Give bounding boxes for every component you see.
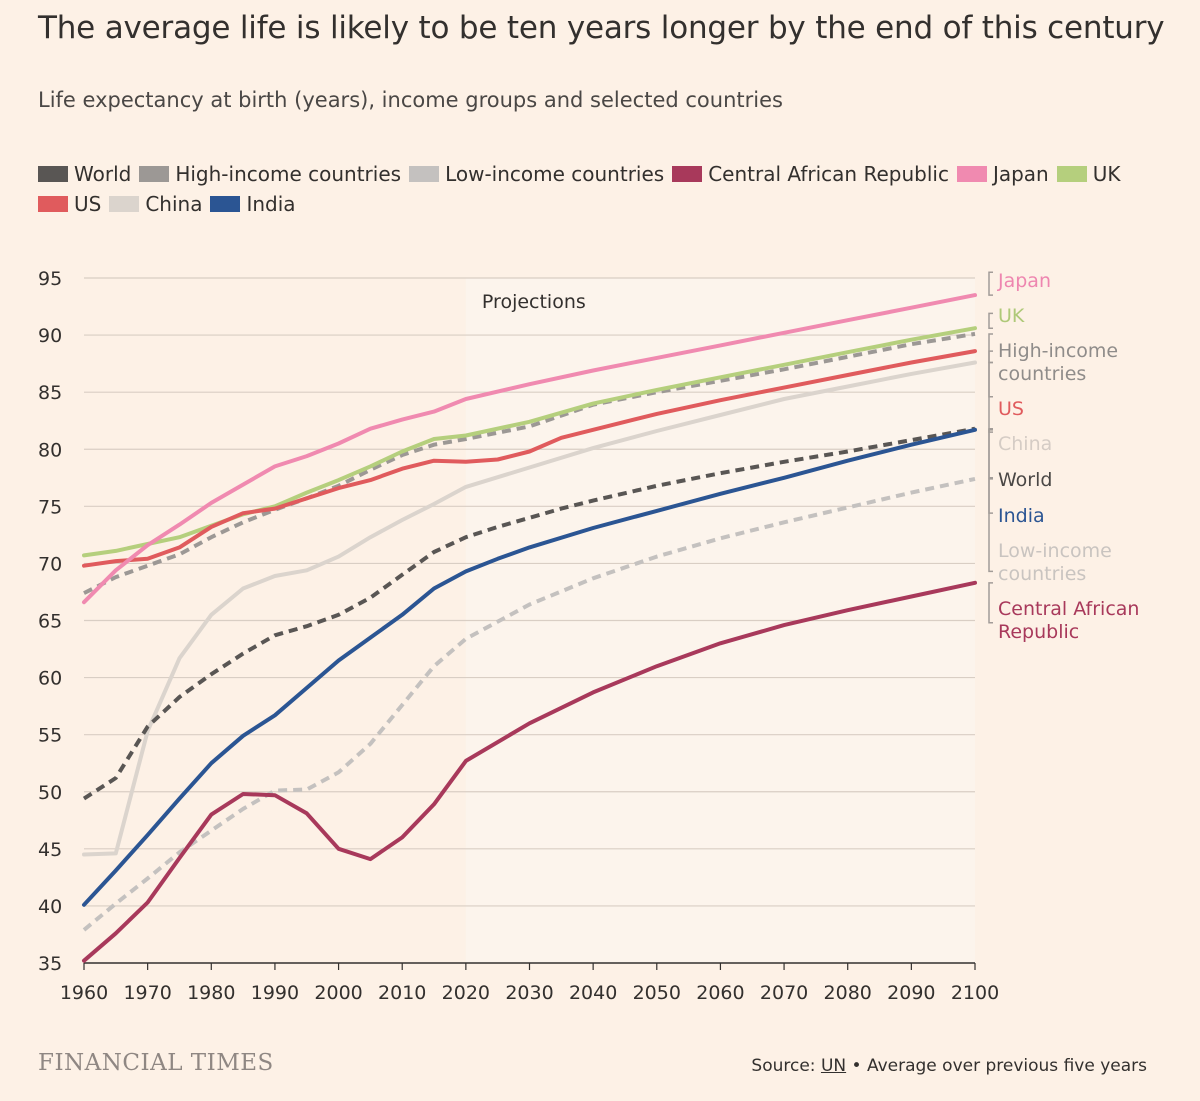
end-label: countries xyxy=(998,363,1086,385)
end-label: US xyxy=(998,398,1024,420)
end-label: Republic xyxy=(998,621,1079,643)
x-tick-label: 2020 xyxy=(442,982,490,1004)
series-line-india xyxy=(82,427,977,907)
chart-subtitle: Life expectancy at birth (years), income… xyxy=(38,88,783,112)
source-link[interactable]: UN xyxy=(820,1056,847,1076)
y-tick-label: 75 xyxy=(38,496,62,518)
series-line-us xyxy=(82,349,977,568)
end-label: Central African xyxy=(998,598,1139,620)
publisher-logo: FINANCIAL TIMES xyxy=(38,1050,274,1076)
x-tick-label: 2040 xyxy=(569,982,617,1004)
x-tick-label: 2050 xyxy=(633,982,681,1004)
legend-item[interactable]: China xyxy=(109,192,202,216)
label-bracket xyxy=(988,429,993,514)
y-tick-label: 60 xyxy=(38,668,62,690)
end-label: India xyxy=(998,505,1045,527)
legend-item[interactable]: US xyxy=(38,192,101,216)
legend-label: US xyxy=(74,192,102,216)
x-tick-label: 1970 xyxy=(123,982,171,1004)
series-line-high-income-countries xyxy=(83,331,976,595)
legend-label: World xyxy=(74,162,132,186)
series-line-china xyxy=(82,360,977,857)
source-note: Source: UN • Average over previous five … xyxy=(751,1056,1147,1076)
source-prefix: Source: xyxy=(751,1056,821,1076)
end-label: High-income xyxy=(998,340,1118,362)
y-tick-label: 50 xyxy=(38,782,62,804)
y-tick-label: 55 xyxy=(38,725,62,747)
legend-label: UK xyxy=(1092,162,1121,186)
end-label: Low-income xyxy=(998,540,1112,562)
legend-swatch xyxy=(409,166,440,182)
x-tick-label: 2000 xyxy=(314,982,362,1004)
label-bracket xyxy=(988,582,993,624)
legend-label: India xyxy=(246,192,296,216)
y-tick-label: 65 xyxy=(38,611,62,633)
legend-swatch xyxy=(109,196,140,212)
x-tick-label: 2100 xyxy=(951,982,999,1004)
projection-label: Projections xyxy=(482,291,586,313)
legend-item[interactable]: Japan xyxy=(956,162,1049,186)
legend-label: Japan xyxy=(992,162,1049,186)
x-tick-label: 1960 xyxy=(60,982,108,1004)
legend: World High-income countries Low-income cou… xyxy=(38,162,1168,216)
label-bracket xyxy=(988,478,993,573)
legend-item[interactable]: Low-income countries xyxy=(409,162,664,186)
chart-title: The average life is likely to be ten yea… xyxy=(38,10,1165,46)
y-tick-label: 35 xyxy=(38,953,62,975)
legend-label: Central African Republic xyxy=(708,162,949,186)
y-tick-label: 40 xyxy=(38,896,62,918)
end-label: World xyxy=(998,469,1052,491)
x-tick-label: 2070 xyxy=(760,982,808,1004)
end-label: China xyxy=(998,433,1052,455)
legend-item[interactable]: Central African Republic xyxy=(672,162,949,186)
legend-label: China xyxy=(145,192,203,216)
end-label: UK xyxy=(998,305,1025,327)
x-tick-label: 1990 xyxy=(251,982,299,1004)
end-label: countries xyxy=(998,563,1086,585)
label-bracket xyxy=(988,271,993,296)
legend-label: High-income countries xyxy=(175,162,402,186)
legend-swatch xyxy=(1056,166,1087,182)
source-suffix: • Average over previous five years xyxy=(846,1056,1147,1076)
y-tick-label: 95 xyxy=(38,268,62,290)
x-tick-label: 2030 xyxy=(505,982,553,1004)
legend-swatch xyxy=(38,166,68,182)
legend-swatch xyxy=(38,196,68,212)
y-tick-label: 70 xyxy=(38,553,62,575)
x-tick-label: 2080 xyxy=(824,982,872,1004)
end-label: Japan xyxy=(997,270,1051,292)
legend-item[interactable]: UK xyxy=(1056,162,1121,186)
legend-item[interactable]: India xyxy=(210,192,296,216)
label-bracket xyxy=(988,312,993,329)
y-tick-label: 80 xyxy=(38,439,62,461)
x-tick-label: 2060 xyxy=(696,982,744,1004)
legend-swatch xyxy=(672,166,703,182)
legend-item[interactable]: High-income countries xyxy=(139,162,401,186)
y-tick-label: 45 xyxy=(38,839,62,861)
x-tick-label: 2010 xyxy=(378,982,426,1004)
series-line-central-african-republic xyxy=(82,580,977,963)
legend-item[interactable]: World xyxy=(38,162,131,186)
legend-label: Low-income countries xyxy=(445,162,665,186)
y-tick-label: 90 xyxy=(38,325,62,347)
series-line-japan xyxy=(82,293,977,605)
legend-swatch xyxy=(139,166,170,182)
x-tick-label: 1980 xyxy=(187,982,235,1004)
x-tick-label: 2090 xyxy=(887,982,935,1004)
label-bracket xyxy=(988,361,993,433)
series-line-uk xyxy=(82,326,977,558)
legend-swatch xyxy=(210,196,241,212)
series-line-world xyxy=(82,426,976,801)
y-tick-label: 85 xyxy=(38,382,62,404)
legend-swatch xyxy=(956,166,987,182)
